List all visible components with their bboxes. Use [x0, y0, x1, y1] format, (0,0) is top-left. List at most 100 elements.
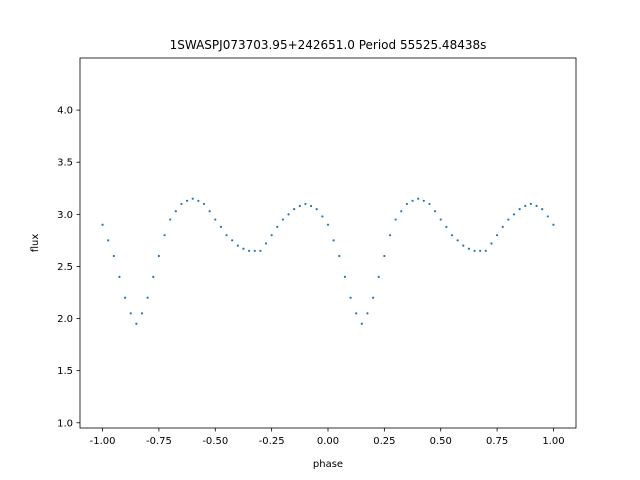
data-point	[495, 234, 499, 237]
data-point	[101, 223, 104, 226]
x-tick-label: -0.75	[146, 436, 172, 447]
data-point	[174, 210, 177, 213]
x-tick-label: 0.50	[430, 436, 452, 447]
data-point	[219, 225, 223, 228]
scatter-points	[101, 197, 555, 325]
y-tick-label: 2.0	[57, 314, 73, 325]
data-point	[417, 197, 420, 200]
data-point	[107, 239, 110, 242]
data-point	[541, 208, 544, 211]
y-tick-label: 1.5	[57, 366, 73, 377]
x-tick-label: 1.00	[542, 436, 564, 447]
data-point	[462, 244, 465, 247]
data-point	[479, 249, 482, 252]
data-point	[169, 218, 172, 221]
data-point	[371, 296, 375, 299]
data-point	[400, 210, 403, 213]
x-axis: -1.00 -0.75 -0.50 -0.25 0.00 0.25 0.50 0.75 1.00	[90, 428, 565, 447]
chart-title: 1SWASPJ073703.95+242651.0 Period 55525.4…	[170, 38, 487, 52]
data-point	[552, 223, 555, 226]
data-point	[118, 275, 121, 278]
data-point	[123, 296, 127, 299]
y-tick-label: 4.0	[57, 106, 73, 117]
data-point	[180, 202, 183, 206]
data-point	[445, 225, 448, 228]
data-point	[293, 208, 296, 211]
data-point	[309, 204, 313, 208]
data-point	[343, 275, 347, 278]
x-tick-label: 0.75	[486, 436, 508, 447]
data-point	[152, 275, 155, 278]
data-point	[326, 223, 330, 226]
data-point	[507, 218, 510, 221]
data-point	[315, 208, 318, 211]
data-point	[304, 202, 307, 206]
data-point	[355, 312, 358, 315]
data-point	[484, 249, 487, 252]
data-point	[428, 202, 431, 206]
data-point	[321, 215, 324, 218]
data-point	[191, 197, 194, 200]
data-point	[360, 322, 363, 325]
data-point	[518, 208, 521, 211]
data-point	[281, 218, 285, 221]
data-point	[231, 239, 234, 242]
data-point	[264, 242, 268, 245]
data-point	[287, 213, 290, 216]
y-axis: 1.0 1.5 2.0 2.5 3.0 3.5 4.0	[57, 106, 80, 429]
data-point	[535, 204, 538, 208]
data-point	[225, 234, 228, 237]
data-point	[129, 312, 132, 315]
data-point	[439, 218, 442, 221]
y-tick-label: 2.5	[57, 262, 73, 273]
x-tick-label: -0.25	[259, 436, 285, 447]
data-point	[546, 215, 549, 218]
data-point	[490, 242, 493, 245]
x-tick-label: -0.50	[202, 436, 228, 447]
data-point	[473, 249, 476, 252]
data-point	[529, 202, 533, 206]
data-point	[140, 312, 144, 315]
data-point	[422, 199, 425, 202]
data-point	[276, 225, 279, 228]
x-tick-label: 0.25	[373, 436, 395, 447]
x-axis-label: phase	[313, 459, 343, 470]
data-point	[298, 204, 301, 208]
data-point	[253, 249, 256, 252]
data-point	[242, 247, 245, 250]
data-point	[157, 254, 161, 258]
data-point	[197, 199, 200, 202]
data-point	[208, 210, 211, 213]
data-point	[112, 254, 115, 258]
data-point	[501, 225, 504, 228]
data-point	[366, 312, 369, 315]
data-point	[383, 254, 386, 258]
data-point	[433, 210, 437, 213]
x-tick-label: 0.00	[317, 436, 339, 447]
data-point	[405, 202, 409, 206]
data-point	[259, 249, 262, 252]
data-point	[411, 199, 414, 202]
data-point	[163, 234, 166, 237]
data-point	[467, 247, 471, 250]
data-point	[270, 234, 273, 237]
data-point	[450, 234, 454, 237]
y-axis-label: flux	[30, 234, 41, 253]
data-point	[332, 239, 335, 242]
data-point	[524, 204, 527, 208]
x-tick-label: -1.00	[90, 436, 116, 447]
data-point	[512, 213, 516, 216]
data-point	[338, 254, 341, 258]
data-point	[236, 244, 239, 247]
y-tick-label: 3.0	[57, 210, 73, 221]
data-point	[146, 296, 149, 299]
y-tick-label: 3.5	[57, 158, 73, 169]
data-point	[388, 234, 392, 237]
y-tick-label: 1.0	[57, 418, 73, 429]
data-point	[202, 202, 206, 206]
data-point	[377, 275, 380, 278]
data-point	[456, 239, 459, 242]
data-point	[185, 199, 189, 202]
